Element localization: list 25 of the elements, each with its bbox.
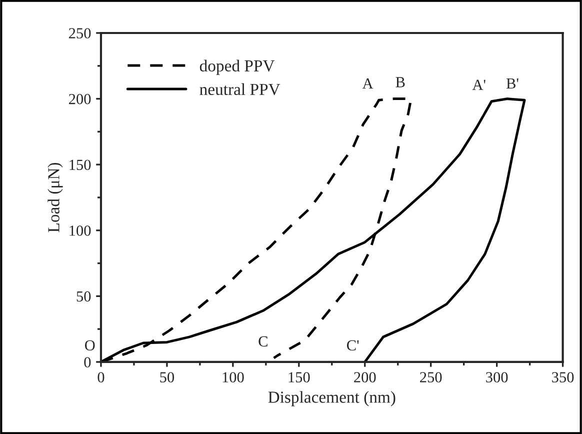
y-tick-label: 0 <box>84 357 91 368</box>
y-tick-label: 100 <box>70 226 91 236</box>
annotation: B' <box>506 78 518 89</box>
x-tick-label: 0 <box>98 372 104 382</box>
x-axis-title: Displacement (nm) <box>268 391 396 406</box>
x-tick-label: 300 <box>486 372 508 382</box>
y-tick-label: 250 <box>69 28 91 38</box>
x-tick-label: 150 <box>288 372 310 382</box>
annotation: A <box>362 78 374 89</box>
annotation: A' <box>472 80 486 90</box>
annotation: B <box>396 77 405 88</box>
y-axis-title: Load (μN) <box>48 162 63 232</box>
annotation: O <box>85 340 95 351</box>
x-tick-label: 100 <box>222 372 244 382</box>
y-tick-label: 150 <box>70 160 91 170</box>
legend-label: neutral PPV <box>200 83 280 96</box>
annotation: C <box>258 336 268 347</box>
y-tick-label: 50 <box>76 291 91 302</box>
x-tick-label: 50 <box>160 372 174 382</box>
x-tick-label: 200 <box>354 372 376 382</box>
y-tick-label: 200 <box>69 94 91 104</box>
x-tick-label: 250 <box>420 372 442 382</box>
legend-label: doped PPV <box>200 60 275 75</box>
annotation: C' <box>347 340 359 351</box>
x-tick-label: 350 <box>552 372 574 382</box>
